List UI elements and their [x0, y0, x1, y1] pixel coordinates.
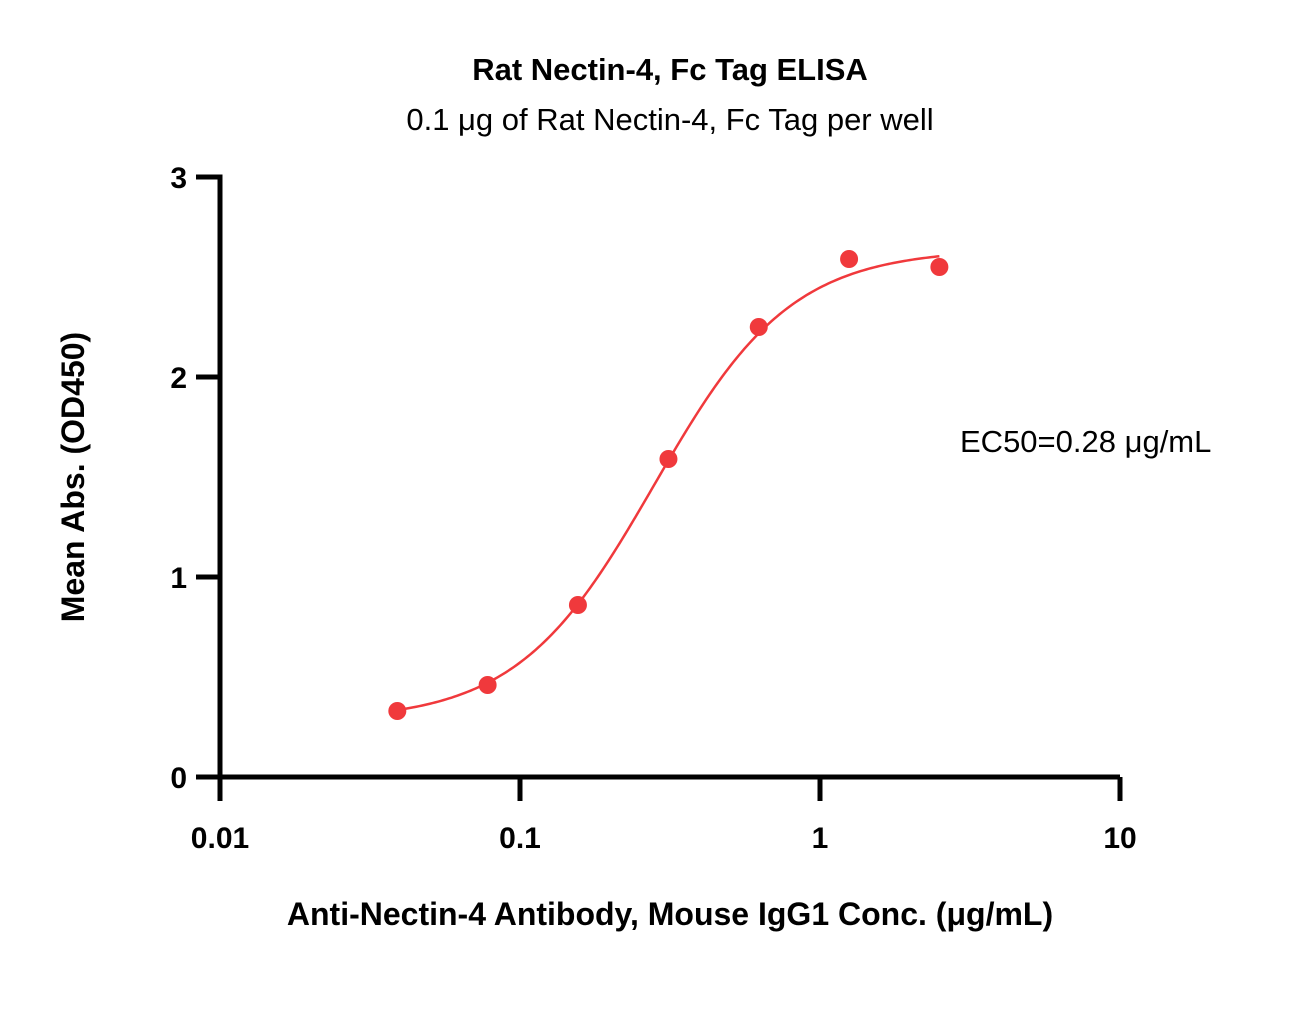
- y-tick-label: 0: [170, 762, 187, 795]
- y-axis-label: Mean Abs. (OD450): [55, 332, 91, 622]
- x-tick-label: 0.1: [499, 822, 541, 855]
- ticks: 0.01 0.1 1 10 0 1 2 3: [170, 162, 1136, 855]
- y-tick-label: 1: [170, 562, 187, 595]
- chart-subtitle: 0.1 μg of Rat Nectin-4, Fc Tag per well: [406, 102, 933, 137]
- x-tick-label: 1: [812, 822, 829, 855]
- data-point: [659, 450, 678, 468]
- data-point: [568, 596, 587, 614]
- y-tick-label: 3: [170, 162, 187, 195]
- x-axis-label: Anti-Nectin-4 Antibody, Mouse IgG1 Conc.…: [287, 896, 1053, 932]
- chart-title: Rat Nectin-4, Fc Tag ELISA: [472, 52, 868, 87]
- y-tick-label: 2: [170, 362, 187, 395]
- fit-layer: [397, 255, 940, 712]
- data-points: [388, 250, 949, 720]
- data-point: [388, 702, 407, 720]
- data-point: [930, 258, 949, 276]
- axes: [217, 174, 1120, 780]
- fit-curve: [397, 255, 940, 712]
- data-point: [478, 676, 497, 694]
- ec50-annotation: EC50=0.28 μg/mL: [960, 424, 1211, 459]
- x-tick-label: 10: [1103, 822, 1136, 855]
- data-point: [840, 250, 859, 268]
- x-tick-label: 0.01: [191, 822, 249, 855]
- data-point: [749, 318, 768, 336]
